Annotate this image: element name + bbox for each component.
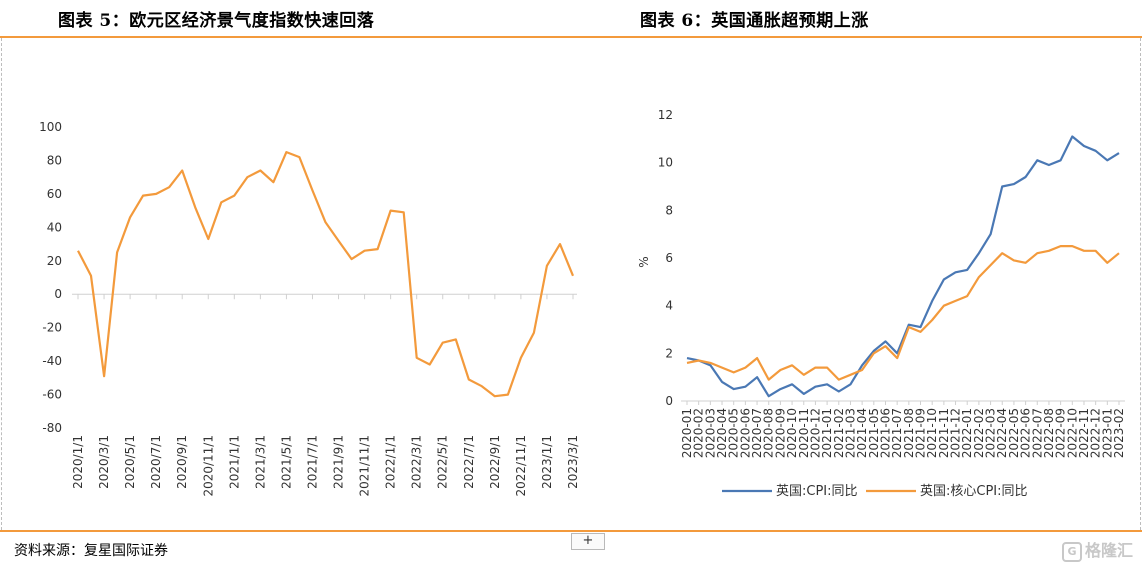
x-tick-label: 2021-08 — [902, 408, 916, 458]
x-tick-label: 2023-02 — [1112, 408, 1126, 458]
y-tick-label: 40 — [47, 220, 62, 234]
x-tick-label: 2021-02 — [832, 408, 846, 458]
x-tick-label: 2021-04 — [855, 408, 869, 458]
y-tick-label: -60 — [42, 388, 62, 402]
x-tick-label: 2022/5/1 — [436, 435, 450, 489]
x-tick-label: 2020/3/1 — [97, 435, 111, 489]
x-tick-label: 2023/1/1 — [540, 435, 554, 489]
x-tick-label: 2022/1/1 — [384, 435, 398, 489]
legend-label: 英国:核心CPI:同比 — [920, 484, 1028, 499]
watermark-logo-icon: G — [1062, 541, 1082, 562]
x-tick-label: 2020/5/1 — [123, 435, 137, 489]
x-tick-label: 2020/1/1 — [71, 435, 85, 489]
y-tick-label: 8 — [665, 203, 673, 217]
x-tick-label: 2020-05 — [727, 408, 741, 458]
x-tick-label: 2022-05 — [1007, 408, 1021, 458]
x-tick-label: 2020-10 — [785, 408, 799, 458]
y-tick-label: 2 — [665, 346, 673, 360]
x-tick-label: 2021/3/1 — [253, 435, 267, 489]
x-tick-label: 2021/9/1 — [332, 435, 346, 489]
series-line-cpi — [686, 135, 1120, 398]
y-tick-label: 100 — [39, 120, 62, 134]
y-tick-label: 12 — [658, 108, 673, 122]
y-tick-label: 10 — [658, 156, 673, 170]
x-tick-label: 2020-04 — [715, 408, 729, 458]
x-tick-label: 2022-08 — [1042, 408, 1056, 458]
legend-label: 英国:CPI:同比 — [776, 484, 858, 499]
x-tick-label: 2021/7/1 — [305, 435, 319, 489]
x-tick-label: 2020-01 — [680, 408, 694, 458]
eurozone-sentiment-chart: -80 -60 -40 -20 0 20 40 60 80 100 2020/1/1 2020/3/1… — [39, 120, 580, 497]
x-tick-label: 2021-01 — [820, 408, 834, 458]
x-tick-label: 2022/7/1 — [462, 435, 476, 489]
y-tick-label: 80 — [47, 153, 62, 167]
x-tick-label: 2022-10 — [1065, 408, 1079, 458]
x-tick-label: 2020-02 — [692, 408, 706, 458]
x-tick-label: 2020-07 — [750, 408, 764, 458]
y-tick-label: 6 — [665, 251, 673, 265]
y-tick-label: 0 — [54, 287, 62, 301]
series-line-core-cpi — [686, 245, 1120, 381]
series-line-sentiment — [77, 150, 575, 398]
bottom-divider — [0, 530, 1142, 532]
x-tick-label: 2020/11/1 — [201, 435, 215, 497]
x-tick-label: 2021/5/1 — [279, 435, 293, 489]
x-tick-label: 2021-07 — [890, 408, 904, 458]
y-tick-label: 0 — [665, 394, 673, 408]
right-chart-title: 图表 6：英国通胀超预期上涨 — [640, 11, 869, 31]
x-tick-label: 2021-03 — [843, 408, 857, 458]
x-tick-label: 2022-04 — [995, 408, 1009, 458]
y-tick-label: -80 — [42, 421, 62, 435]
x-tick-label: 2022-09 — [1054, 408, 1068, 458]
x-tick-label: 2020-08 — [762, 408, 776, 458]
x-tick-label: 2020/7/1 — [149, 435, 163, 489]
x-tick-label: 2022/11/1 — [514, 435, 528, 497]
watermark: G 格隆汇 — [1062, 537, 1133, 562]
x-tick-label: 2022/3/1 — [410, 435, 424, 489]
x-tick-label: 2021/11/1 — [358, 435, 372, 497]
add-button[interactable]: + — [571, 533, 605, 550]
y-tick-label: -20 — [42, 321, 62, 335]
x-tick-label: 2021-11 — [937, 408, 951, 458]
x-tick-label: 2022-07 — [1030, 408, 1044, 458]
y-axis-label: % — [637, 256, 651, 267]
x-tick-label: 2023/3/1 — [566, 435, 580, 489]
x-tick-label: 2022-11 — [1077, 408, 1091, 458]
left-border — [1, 38, 2, 530]
x-tick-label: 2020-09 — [773, 408, 787, 458]
x-tick-label: 2020-12 — [808, 408, 822, 458]
x-tick-label: 2021-05 — [867, 408, 881, 458]
right-border — [1140, 38, 1141, 530]
x-tick-label: 2021-06 — [878, 408, 892, 458]
x-tick-label: 2020-03 — [703, 408, 717, 458]
x-tick-label: 2022-02 — [972, 408, 986, 458]
x-tick-label: 2021/1/1 — [227, 435, 241, 489]
x-tick-label: 2022-03 — [984, 408, 998, 458]
y-tick-label: 20 — [47, 254, 62, 268]
y-tick-label: 60 — [47, 187, 62, 201]
x-tick-label: 2021-09 — [914, 408, 928, 458]
x-tick-label: 2022/9/1 — [488, 435, 502, 489]
top-divider — [0, 36, 1142, 38]
x-tick-label: 2020-06 — [738, 408, 752, 458]
uk-inflation-chart: 024681012%2020-012020-022020-032020-0420… — [637, 108, 1126, 499]
y-tick-label: -40 — [42, 354, 62, 368]
x-tick-label: 2021-10 — [925, 408, 939, 458]
y-tick-label: 4 — [665, 299, 673, 313]
x-tick-label: 2022-12 — [1089, 408, 1103, 458]
x-tick-label: 2023-01 — [1100, 408, 1114, 458]
x-tick-label: 2022-06 — [1019, 408, 1033, 458]
x-tick-label: 2020/9/1 — [175, 435, 189, 489]
x-tick-label: 2021-12 — [949, 408, 963, 458]
x-tick-label: 2022-01 — [960, 408, 974, 458]
left-chart-title: 图表 5：欧元区经济景气度指数快速回落 — [58, 11, 375, 31]
watermark-text: 格隆汇 — [1085, 541, 1134, 560]
x-tick-label: 2020-11 — [797, 408, 811, 458]
source-note: 资料来源：复星国际证券 — [14, 543, 168, 559]
